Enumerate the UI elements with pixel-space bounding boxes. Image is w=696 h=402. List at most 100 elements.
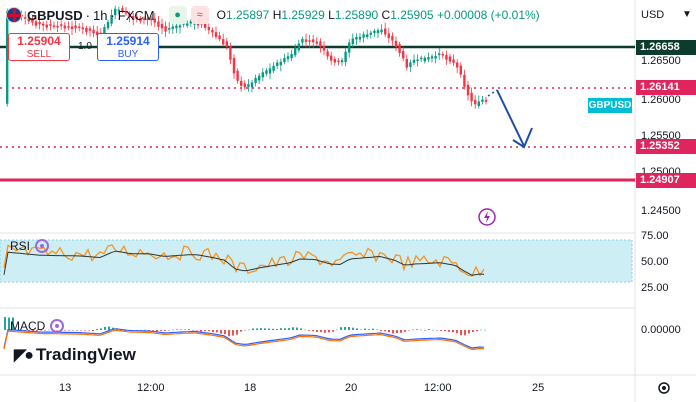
currency-selector[interactable]: USD: [641, 9, 665, 21]
candle[interactable]: [301, 38, 304, 43]
support-price-label[interactable]: 1.24907: [636, 173, 696, 188]
candle[interactable]: [358, 36, 362, 40]
tradingview-logo[interactable]: ◤● TradingView: [14, 345, 136, 365]
chevron-down-icon[interactable]: ▼: [682, 9, 692, 20]
candle[interactable]: [394, 40, 398, 47]
candle[interactable]: [330, 55, 333, 61]
macd-line[interactable]: [3, 328, 485, 349]
candle[interactable]: [56, 25, 59, 28]
candle[interactable]: [452, 59, 455, 63]
candle[interactable]: [214, 32, 218, 37]
projection-arrow[interactable]: [496, 89, 525, 147]
candle[interactable]: [340, 60, 344, 63]
candle[interactable]: [60, 24, 63, 26]
candle[interactable]: [326, 51, 329, 57]
candle[interactable]: [171, 26, 174, 29]
candle[interactable]: [297, 43, 300, 51]
candle[interactable]: [366, 34, 369, 38]
wave-icon[interactable]: ≈: [190, 6, 209, 24]
candle[interactable]: [6, 11, 9, 104]
candle[interactable]: [412, 59, 416, 63]
candle[interactable]: [355, 37, 358, 40]
symbol-name[interactable]: GBPUSD: [27, 7, 83, 23]
candle[interactable]: [286, 56, 290, 60]
candle[interactable]: [384, 28, 387, 35]
candle[interactable]: [132, 16, 135, 20]
candle[interactable]: [319, 41, 322, 47]
candle[interactable]: [121, 8, 124, 11]
candle[interactable]: [445, 55, 448, 60]
candle[interactable]: [27, 18, 30, 22]
candle[interactable]: [481, 99, 484, 102]
settings-icon[interactable]: [658, 382, 670, 394]
candle[interactable]: [139, 18, 142, 22]
candle[interactable]: [114, 8, 117, 16]
candle[interactable]: [427, 57, 430, 60]
candle[interactable]: [38, 21, 41, 25]
candle[interactable]: [283, 57, 286, 63]
candle[interactable]: [304, 39, 308, 42]
candle[interactable]: [117, 9, 120, 12]
candle[interactable]: [247, 84, 250, 87]
candle[interactable]: [268, 68, 272, 74]
candle[interactable]: [387, 33, 390, 39]
candle[interactable]: [186, 23, 189, 26]
candle[interactable]: [160, 23, 164, 29]
candle[interactable]: [470, 92, 473, 102]
candle[interactable]: [164, 26, 167, 32]
rsi-ma-line[interactable]: [3, 250, 485, 276]
candle[interactable]: [344, 51, 347, 63]
candle[interactable]: [409, 62, 412, 68]
candle[interactable]: [474, 99, 477, 105]
macd-visibility-icon[interactable]: [50, 319, 65, 333]
candle[interactable]: [204, 23, 207, 28]
candle[interactable]: [477, 101, 480, 107]
candle[interactable]: [434, 56, 437, 59]
candle[interactable]: [448, 56, 452, 62]
candle[interactable]: [416, 59, 419, 61]
candle[interactable]: [157, 21, 160, 27]
candle[interactable]: [272, 65, 275, 71]
candle[interactable]: [150, 18, 153, 21]
candle[interactable]: [103, 27, 106, 36]
candle[interactable]: [351, 38, 354, 45]
candle[interactable]: [106, 21, 110, 29]
candle[interactable]: [398, 44, 401, 54]
candle[interactable]: [45, 24, 48, 28]
candle[interactable]: [348, 42, 351, 53]
candle[interactable]: [175, 25, 178, 29]
candle[interactable]: [258, 75, 261, 81]
candle[interactable]: [294, 47, 297, 56]
candle[interactable]: [146, 18, 149, 20]
candle[interactable]: [232, 57, 236, 74]
candle[interactable]: [423, 57, 426, 62]
candle[interactable]: [225, 41, 228, 47]
interval[interactable]: 1h: [92, 7, 108, 23]
candle[interactable]: [420, 57, 423, 60]
candle[interactable]: [70, 26, 74, 30]
candle[interactable]: [78, 26, 81, 28]
candle[interactable]: [178, 25, 182, 28]
candle[interactable]: [74, 25, 77, 29]
candle[interactable]: [312, 39, 315, 43]
candle[interactable]: [240, 80, 243, 86]
candle[interactable]: [128, 13, 131, 18]
candle[interactable]: [276, 62, 279, 66]
candle[interactable]: [373, 30, 376, 33]
candle[interactable]: [34, 21, 38, 26]
candle[interactable]: [254, 77, 257, 83]
upper-level-price-label[interactable]: 1.26141: [636, 80, 696, 95]
candle[interactable]: [369, 32, 372, 35]
candle[interactable]: [52, 25, 56, 27]
candle[interactable]: [110, 14, 113, 24]
candle[interactable]: [24, 17, 27, 19]
candle[interactable]: [218, 35, 221, 40]
candle[interactable]: [135, 16, 138, 20]
rsi-pane-label[interactable]: RSI: [10, 239, 50, 253]
sell-button[interactable]: 1.25904 SELL: [8, 33, 70, 61]
candle[interactable]: [261, 72, 264, 78]
candle[interactable]: [402, 51, 405, 59]
candle[interactable]: [207, 27, 210, 31]
rsi-visibility-icon[interactable]: [35, 239, 50, 253]
